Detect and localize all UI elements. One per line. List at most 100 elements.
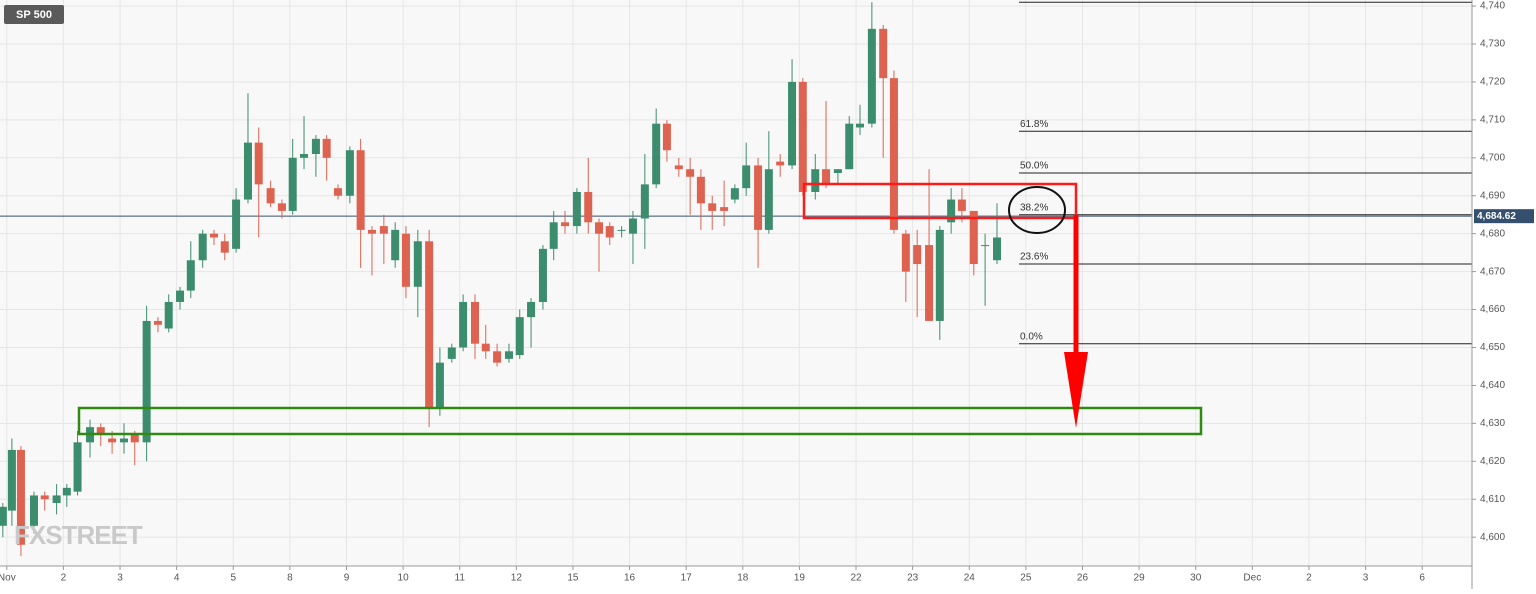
x-tick-label: 23 [907, 573, 919, 584]
candle-body [288, 157, 297, 211]
candle-body [708, 203, 717, 211]
candle-body [254, 142, 263, 185]
y-tick-label: 4,740 [1480, 1, 1505, 12]
x-tick-label: 2 [61, 573, 67, 584]
y-tick-label: 4,620 [1480, 456, 1505, 467]
candle-body [889, 78, 898, 230]
candle-body [584, 191, 593, 223]
candle-body [176, 290, 185, 302]
candle-body [108, 438, 117, 443]
x-tick-label: Nov [0, 573, 16, 584]
candle-body [628, 218, 637, 234]
candle-body [232, 199, 241, 249]
last-price-box [1474, 209, 1534, 224]
x-tick-label: 12 [511, 573, 523, 584]
candle-body [981, 245, 990, 247]
x-tick-label: 2 [1306, 573, 1312, 584]
candle-body [720, 207, 729, 211]
fib-label: 23.6% [1020, 252, 1048, 263]
fib-label: 38.2% [1020, 202, 1048, 213]
fib-label: 50.0% [1020, 161, 1048, 172]
candle-body [992, 237, 1001, 261]
candle-body [674, 165, 683, 170]
candle-body [73, 442, 82, 492]
candle-body [119, 438, 128, 443]
candle-body [515, 317, 524, 356]
x-tick-label: 15 [567, 573, 579, 584]
y-tick-label: 4,670 [1480, 266, 1505, 277]
y-tick-label: 4,690 [1480, 190, 1505, 201]
candle-body [845, 123, 854, 170]
candle-body [356, 150, 365, 230]
candle-body [811, 169, 820, 192]
x-tick-label: 3 [1363, 573, 1369, 584]
candle-body [142, 320, 151, 443]
candle-body [300, 154, 309, 158]
fib-label: 61.8% [1020, 119, 1048, 130]
candle-body [62, 487, 71, 496]
x-tick-label: 26 [1077, 573, 1089, 584]
candle-body [266, 188, 275, 204]
x-tick-label: 9 [344, 573, 350, 584]
candle-body [198, 233, 207, 261]
candle-body [16, 449, 25, 545]
arrow-head [1064, 352, 1088, 428]
candle-body [947, 199, 956, 223]
x-tick-label: 10 [398, 573, 410, 584]
candle-body [367, 229, 376, 234]
candle-body [833, 169, 842, 173]
candle-body [742, 165, 751, 189]
y-tick-label: 4,680 [1480, 228, 1505, 239]
x-tick-label: 3 [117, 573, 123, 584]
y-tick-label: 4,610 [1480, 494, 1505, 505]
x-tick-label: 22 [850, 573, 862, 584]
candle-body [277, 203, 286, 211]
x-tick-label: 29 [1134, 573, 1146, 584]
candle-body [822, 169, 831, 185]
candle-body [345, 150, 354, 196]
candle-body [798, 81, 807, 192]
candle-body [686, 169, 695, 177]
candle-body [459, 301, 468, 348]
candle-body [311, 138, 320, 155]
candle-body [549, 222, 558, 249]
candle-body [957, 199, 966, 211]
candle-body [652, 123, 661, 185]
candle-body [220, 241, 229, 253]
last-price-label: 4,684.62 [1477, 211, 1516, 222]
x-tick-label: 4 [174, 573, 180, 584]
candle-body [425, 241, 434, 409]
candle-body [401, 233, 410, 287]
candle-body [617, 229, 626, 231]
candle-body [754, 165, 763, 230]
x-tick-label: 25 [1020, 573, 1032, 584]
y-tick-label: 4,650 [1480, 342, 1505, 353]
y-tick-label: 4,730 [1480, 39, 1505, 50]
x-tick-label: Dec [1243, 573, 1261, 584]
y-tick-label: 4,600 [1480, 532, 1505, 543]
candle-body [776, 161, 785, 166]
candle-body [243, 142, 252, 200]
watermark: FXSTREET [14, 520, 143, 550]
candle-body [662, 123, 671, 151]
candle-body [925, 245, 934, 321]
candle-body [379, 226, 388, 234]
y-tick-label: 4,700 [1480, 152, 1505, 163]
candle-body [504, 351, 513, 359]
candle-body [210, 233, 219, 238]
candle-body [867, 28, 876, 124]
candle-body [153, 320, 162, 325]
x-tick-label: 19 [794, 573, 806, 584]
candle-body [605, 226, 614, 238]
candle-body [0, 506, 7, 526]
candle-body [969, 210, 978, 265]
fib-label: 0.0% [1020, 331, 1043, 342]
candle-body [527, 301, 536, 318]
candle-body [40, 495, 49, 500]
candle-body [855, 123, 864, 128]
x-tick-label: 8 [287, 573, 293, 584]
candle-body [52, 495, 61, 504]
candle-body [913, 245, 922, 265]
candle-body [333, 188, 342, 196]
candle-body [561, 222, 570, 227]
